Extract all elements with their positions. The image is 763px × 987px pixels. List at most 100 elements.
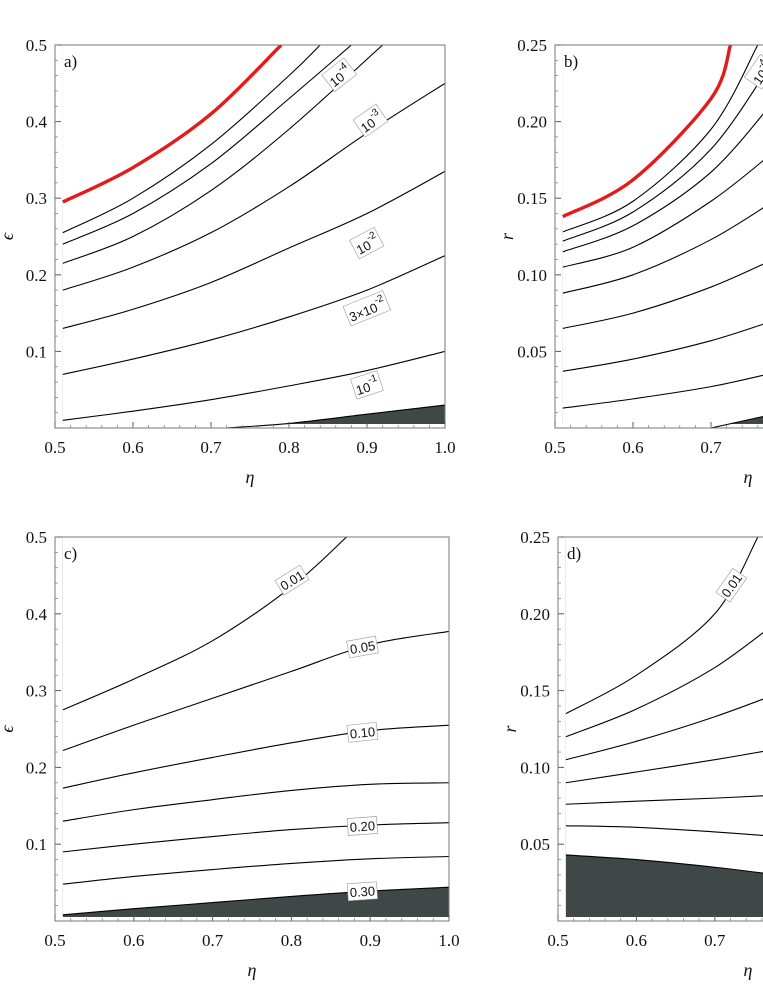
panel-d: 0.01d) 0.5 0.6 0.7 0.05 0.10 0.15 0.20 0.25 η r — [500, 528, 763, 980]
y-tick-label: 0.20 — [517, 113, 547, 132]
svg-text:0.20: 0.20 — [349, 818, 375, 835]
threshold-curve — [62, 45, 283, 204]
y-tick-label: 0.25 — [520, 528, 550, 547]
plot-area: 0.010.050.100.200.30 — [62, 537, 449, 917]
contour-line — [562, 45, 759, 233]
panel-label: c) — [64, 544, 77, 563]
x-tick-label: 0.9 — [356, 438, 377, 457]
y-tick-label: 0.4 — [26, 113, 48, 132]
contour-line — [62, 45, 321, 234]
contour-line — [62, 782, 449, 822]
plot-area: 10-410-310-23×10-210-1 — [62, 45, 445, 428]
panel-c: 0.010.050.100.200.30c)0.5 0.6 0.7 0.8 0.9 1.0… — [0, 528, 460, 980]
contour-line — [62, 350, 445, 421]
y-tick-label: 0.05 — [517, 342, 547, 361]
svg-text:0.10: 0.10 — [349, 724, 376, 742]
plot-frame — [554, 44, 763, 429]
contour-line — [562, 160, 763, 268]
x-tick-label: 0.5 — [44, 931, 65, 950]
y-tick-label: 0.15 — [520, 682, 550, 701]
contour-line — [562, 207, 763, 294]
contour-line — [62, 886, 449, 916]
x-tick-label: 0.9 — [360, 931, 381, 950]
x-axis-title: η — [246, 467, 255, 487]
contour-line — [62, 724, 449, 789]
contour-label: 0.20 — [346, 816, 378, 836]
y-tick-label: 0.2 — [26, 758, 47, 777]
contour-line — [565, 795, 763, 805]
contour-label: 0.05 — [346, 635, 379, 659]
contour-line — [562, 263, 763, 329]
svg-text:10-1: 10-1 — [353, 372, 382, 397]
x-tick-label: 0.8 — [278, 438, 299, 457]
y-tick-label: 0.5 — [26, 36, 47, 55]
y-tick-label: 0.4 — [26, 605, 48, 624]
contour-label: 10-3 — [352, 103, 389, 138]
x-tick-label: 0.6 — [122, 438, 143, 457]
contour-line — [62, 45, 352, 245]
contour-line — [565, 750, 763, 784]
svg-text:0.05: 0.05 — [349, 637, 377, 656]
contour-line — [62, 255, 445, 375]
contour-line — [565, 698, 763, 761]
y-axis-title: r — [500, 725, 520, 733]
contour-label: 10-2 — [349, 226, 385, 260]
x-tick-label: 1.0 — [434, 438, 455, 457]
x-tick-label: 0.6 — [626, 931, 647, 950]
contour-line — [565, 854, 763, 874]
y-axis-title: ϵ — [0, 725, 17, 733]
panel-label: a) — [64, 52, 77, 71]
plot-area: 0.01 — [565, 537, 763, 917]
y-tick-label: 0.5 — [26, 528, 47, 547]
y-tick-label: 0.15 — [517, 189, 547, 208]
x-tick-label: 1.0 — [438, 931, 459, 950]
contour-line — [562, 113, 763, 253]
threshold-curve — [562, 45, 733, 219]
y-tick-label: 0.20 — [520, 605, 550, 624]
x-tick-label: 0.7 — [704, 931, 726, 950]
contour-line — [62, 855, 449, 885]
contour-line — [565, 825, 763, 836]
contour-line — [710, 415, 763, 428]
plot-area: 10-4 — [562, 45, 763, 428]
contour-line — [62, 45, 383, 264]
plot-frame — [54, 44, 446, 429]
y-tick-label: 0.25 — [517, 36, 547, 55]
y-axis-title: ϵ — [0, 232, 17, 240]
y-axis-title: r — [497, 232, 517, 240]
x-tick-label: 0.5 — [44, 438, 65, 457]
contour-line — [62, 822, 449, 853]
y-tick-label: 0.1 — [26, 342, 47, 361]
y-tick-label: 0.3 — [26, 189, 47, 208]
contour-line — [565, 631, 763, 738]
x-tick-label: 0.5 — [547, 931, 568, 950]
x-tick-label: 0.7 — [700, 438, 722, 457]
x-tick-label: 0.6 — [622, 438, 643, 457]
white-region — [562, 45, 731, 217]
y-tick-label: 0.2 — [26, 266, 47, 285]
y-tick-label: 0.10 — [517, 266, 547, 285]
contour-line — [562, 75, 763, 242]
y-tick-label: 0.05 — [520, 835, 550, 854]
contour-line — [565, 537, 759, 715]
band-fill — [565, 537, 763, 874]
plot-frame — [54, 536, 450, 922]
panel-label: d) — [567, 544, 581, 563]
plot-frame — [557, 536, 763, 922]
white-region — [62, 45, 282, 203]
y-tick-label: 0.1 — [26, 835, 47, 854]
svg-text:0.30: 0.30 — [349, 883, 375, 900]
contour-line — [562, 374, 763, 409]
panel-b: 10-4 b) 0.5 0.6 0.7 0.05 0.10 0.15 0.20 0.25 η r — [497, 36, 763, 487]
contour-line — [62, 537, 347, 711]
x-axis-title: η — [248, 960, 257, 980]
x-tick-label: 0.7 — [202, 931, 224, 950]
x-tick-label: 0.7 — [200, 438, 222, 457]
contour-line — [62, 170, 445, 329]
y-tick-label: 0.3 — [26, 682, 47, 701]
contour-label: 0.10 — [346, 721, 379, 743]
x-tick-label: 0.8 — [281, 931, 302, 950]
panel-label: b) — [564, 52, 578, 71]
contour-label: 10-4 — [744, 54, 763, 90]
